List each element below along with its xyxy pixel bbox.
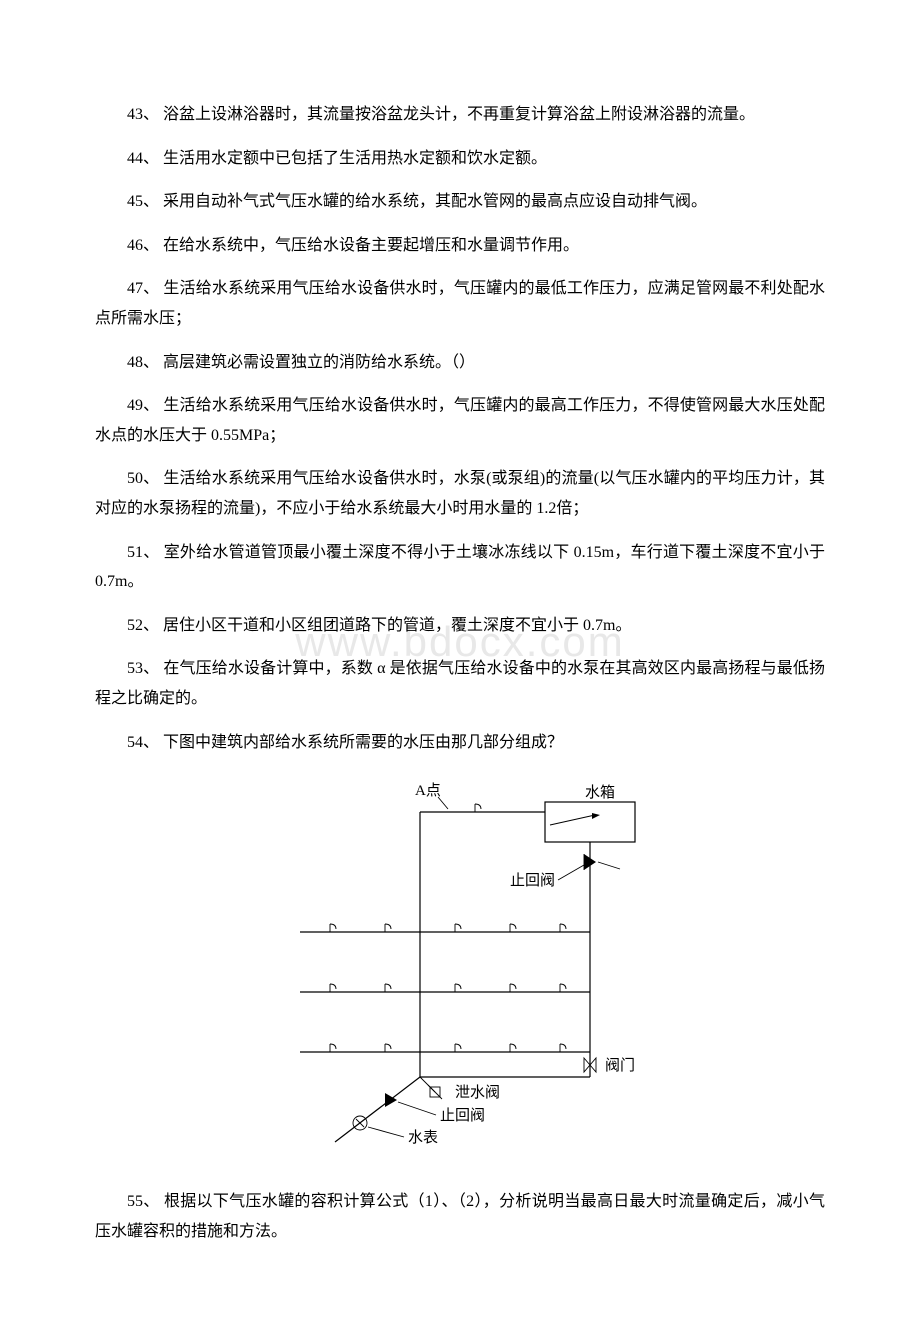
svg-text:A点: A点 [415, 782, 441, 799]
svg-text:阀门: 阀门 [605, 1057, 635, 1074]
question-49: 49、 生活给水系统采用气压给水设备供水时，气压罐内的最高工作压力，不得使管网最… [95, 391, 825, 450]
svg-text:泄水阀: 泄水阀 [455, 1084, 500, 1101]
question-53: 53、 在气压给水设备计算中，系数 α 是依据气压给水设备中的水泵在其高效区内最… [95, 654, 825, 713]
question-47: 47、 生活给水系统采用气压给水设备供水时，气压罐内的最低工作压力，应满足管网最… [95, 274, 825, 333]
question-50: 50、 生活给水系统采用气压给水设备供水时，水泵(或泵组)的流量(以气压水罐内的… [95, 464, 825, 523]
question-43: 43、 浴盆上设淋浴器时，其流量按浴盆龙头计，不再重复计算浴盆上附设淋浴器的流量… [95, 100, 825, 130]
svg-text:止回阀: 止回阀 [510, 872, 555, 889]
question-51: 51、 室外给水管道管顶最小覆土深度不得小于土壤冰冻线以下 0.15m，车行道下… [95, 538, 825, 597]
svg-text:水表: 水表 [408, 1129, 438, 1146]
question-44: 44、 生活用水定额中已包括了生活用热水定额和饮水定额。 [95, 144, 825, 174]
question-54: 54、 下图中建筑内部给水系统所需要的水压由那几部分组成？ [95, 728, 825, 758]
svg-text:水箱: 水箱 [585, 784, 615, 801]
document-body: 43、 浴盆上设淋浴器时，其流量按浴盆龙头计，不再重复计算浴盆上附设淋浴器的流量… [95, 100, 825, 1246]
plumbing-diagram: 水箱 A点 止回阀 [95, 777, 825, 1157]
svg-text:止回阀: 止回阀 [440, 1107, 485, 1124]
question-46: 46、 在给水系统中，气压给水设备主要起增压和水量调节作用。 [95, 231, 825, 261]
question-52: 52、 居住小区干道和小区组团道路下的管道，覆土深度不宜小于 0.7m。 [95, 611, 825, 641]
question-55: 55、 根据以下气压水罐的容积计算公式（1）、（2），分析说明当最高日最大时流量… [95, 1187, 825, 1246]
question-45: 45、 采用自动补气式气压水罐的给水系统，其配水管网的最高点应设自动排气阀。 [95, 187, 825, 217]
question-48: 48、 高层建筑必需设置独立的消防给水系统。（） [95, 348, 825, 378]
